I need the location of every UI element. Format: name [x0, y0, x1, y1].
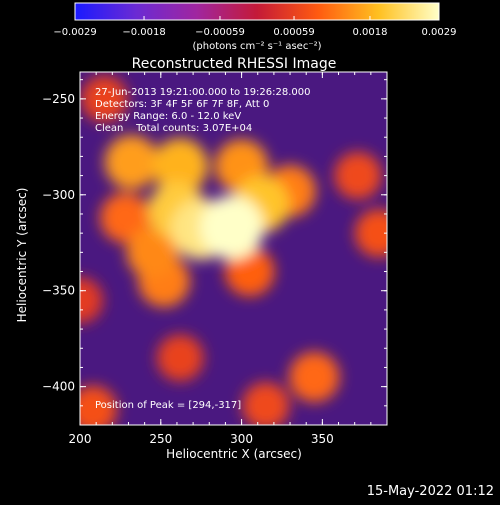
x-axis-ticks: 200 250 300 350	[69, 72, 388, 446]
y-tick-label: −250	[42, 92, 75, 106]
y-tick-label: −300	[42, 188, 75, 202]
heat-source	[242, 382, 290, 425]
colorbar-tick-label: 0.00059	[273, 27, 314, 38]
y-tick-label: −400	[42, 380, 75, 394]
heat-source	[80, 75, 128, 123]
chart-title: Reconstructed RHESSI Image	[132, 56, 337, 72]
colorbar-tick-label: −0.00059	[195, 27, 245, 38]
colorbar-ticks: −0.0029 −0.0018 −0.00059 0.00059 0.0018 0.002…	[53, 16, 457, 38]
colorbar-tick-label: −0.0018	[122, 27, 165, 38]
heatmap-image	[80, 72, 387, 425]
colorbar-tick-label: 0.0018	[352, 27, 387, 38]
x-tick-label: 250	[149, 432, 172, 446]
colorbar-tick-label: −0.0029	[53, 27, 96, 38]
heat-source	[100, 192, 151, 243]
colorbar-tick-label: 0.0029	[422, 27, 457, 38]
y-axis-ticks: −250 −300 −350 −400	[42, 79, 387, 407]
heat-source	[80, 385, 117, 425]
annotation-block: 27-Jun-2013 19:21:00.000 to 19:26:28.000…	[95, 87, 311, 134]
annotation-detectors: Detectors: 3F 4F 5F 6F 7F 8F, Att 0	[95, 99, 269, 110]
x-tick-label: 200	[69, 432, 92, 446]
heat-source	[224, 246, 275, 297]
y-tick-label: −350	[42, 284, 75, 298]
colorbar-bar	[75, 3, 439, 20]
y-axis-label: Heliocentric Y (arcsec)	[15, 188, 29, 323]
heat-source	[126, 226, 180, 279]
heat-source	[354, 209, 387, 258]
heat-source	[289, 351, 340, 403]
colorbar-frame	[74, 2, 440, 21]
annotation-energy-range: Energy Range: 6.0 - 12.0 keV	[95, 111, 241, 122]
heat-source	[152, 138, 209, 194]
heat-source	[156, 334, 204, 382]
plot-frame	[79, 71, 388, 426]
annotation-clean-counts: Clean Total counts: 3.07E+04	[95, 123, 252, 134]
heat-source	[104, 135, 159, 190]
heat-source	[199, 195, 264, 260]
colorbar: −0.0029 −0.0018 −0.00059 0.00059 0.0018 0.002…	[53, 2, 457, 52]
heatmap-sources	[80, 75, 387, 425]
x-tick-label: 300	[230, 432, 253, 446]
heat-source	[334, 151, 382, 200]
x-axis-label: Heliocentric X (arcsec)	[166, 447, 302, 461]
colorbar-unit-label: (photons cm⁻² s⁻¹ asec⁻²)	[192, 41, 321, 52]
footer-date: 15-May-2022 01:12	[367, 484, 494, 499]
heat-source	[80, 277, 103, 324]
peak-position-label: Position of Peak = [294,-317]	[95, 400, 241, 411]
x-tick-label: 350	[311, 432, 334, 446]
annotation-time-range: 27-Jun-2013 19:21:00.000 to 19:26:28.000	[95, 87, 311, 98]
